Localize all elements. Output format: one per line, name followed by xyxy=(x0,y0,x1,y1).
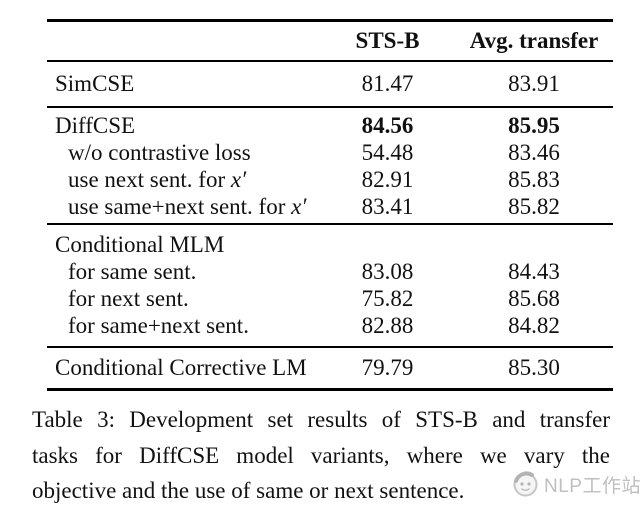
table-row: Conditional Corrective LM 79.79 85.30 xyxy=(47,354,613,381)
avg-transfer-value: 85.68 xyxy=(508,286,560,311)
stsb-value: 81.47 xyxy=(361,71,414,96)
table-caption: Table 3: Development set results of STS-… xyxy=(32,402,610,509)
row-label: DiffCSE xyxy=(55,113,136,138)
stsb-value: 83.08 xyxy=(361,259,414,284)
avg-transfer-value: 84.82 xyxy=(508,313,560,338)
row-label: Conditional Corrective LM xyxy=(55,355,307,380)
math-symbol: x′ xyxy=(230,167,247,192)
stsb-value: 75.82 xyxy=(361,286,414,311)
table-row: for same sent. 83.08 84.43 xyxy=(47,258,613,285)
table-row: use next sent. for x′ 82.91 85.83 xyxy=(47,166,613,193)
watermark-text: NLP工作站 xyxy=(544,476,641,497)
table-section: Conditional Corrective LM 79.79 85.30 xyxy=(47,348,613,391)
watermark: NLP工作站 xyxy=(512,471,641,498)
table-row: w/o contrastive loss 54.48 83.46 xyxy=(47,139,613,166)
avg-transfer-value: 83.91 xyxy=(508,71,560,96)
avg-transfer-value xyxy=(455,231,613,258)
table-row: DiffCSE 84.56 85.95 xyxy=(47,112,613,139)
panda-avatar-icon xyxy=(512,471,539,498)
results-table-body: SimCSE 81.47 83.91 DiffCSE 84.56 85.95 w/o con… xyxy=(47,62,613,391)
column-header-avg-transfer: Avg. transfer xyxy=(469,28,599,53)
row-label: for same sent. xyxy=(68,259,197,284)
stsb-value: 79.79 xyxy=(361,355,414,380)
row-label: use next sent. for x′ xyxy=(68,167,247,192)
stsb-value: 82.88 xyxy=(361,313,414,338)
row-label: for same+next sent. xyxy=(68,313,249,338)
caption-line: objective and the use of same or next se… xyxy=(32,478,465,503)
table-row: Conditional MLM xyxy=(47,231,613,258)
column-header-stsb: STS-B xyxy=(355,28,420,53)
caption-line: Table 3: Development set results of STS-… xyxy=(32,407,610,432)
row-label: Conditional MLM xyxy=(55,232,225,257)
math-symbol: x′ xyxy=(291,194,307,219)
table-row: SimCSE 81.47 83.91 xyxy=(47,70,613,97)
table-row: for same+next sent. 82.88 84.82 xyxy=(47,312,613,339)
row-label: use same+next sent. for x′ xyxy=(68,194,307,219)
avg-transfer-value: 84.43 xyxy=(508,259,560,284)
row-label: w/o contrastive loss xyxy=(68,140,251,165)
stsb-value: 82.91 xyxy=(361,167,414,192)
avg-transfer-value: 85.82 xyxy=(508,194,560,219)
avg-transfer-value: 85.30 xyxy=(508,355,560,380)
stsb-value: 83.41 xyxy=(361,194,414,219)
table-section: DiffCSE 84.56 85.95 w/o contrastive loss 54.… xyxy=(47,108,613,225)
avg-transfer-value: 85.83 xyxy=(508,167,560,192)
results-table: STS-B Avg. transfer SimCSE 81.47 83.91 Diff… xyxy=(47,19,613,391)
stsb-value: 84.56 xyxy=(361,113,414,138)
caption-line: tasks for DiffCSE model variants, where … xyxy=(32,442,610,468)
table-header-row: STS-B Avg. transfer xyxy=(47,22,613,62)
table-section: Conditional MLM for same sent. 83.08 84.43 f… xyxy=(47,225,613,348)
stsb-value xyxy=(320,231,455,258)
avg-transfer-value: 83.46 xyxy=(508,140,560,165)
stsb-value: 54.48 xyxy=(361,140,414,165)
row-label: for next sent. xyxy=(68,286,189,311)
table-section: SimCSE 81.47 83.91 xyxy=(47,62,613,108)
table-row: for next sent. 75.82 85.68 xyxy=(47,285,613,312)
row-label: SimCSE xyxy=(55,71,135,96)
avg-transfer-value: 85.95 xyxy=(508,113,560,138)
table-row: use same+next sent. for x′ 83.41 85.82 xyxy=(47,193,613,220)
